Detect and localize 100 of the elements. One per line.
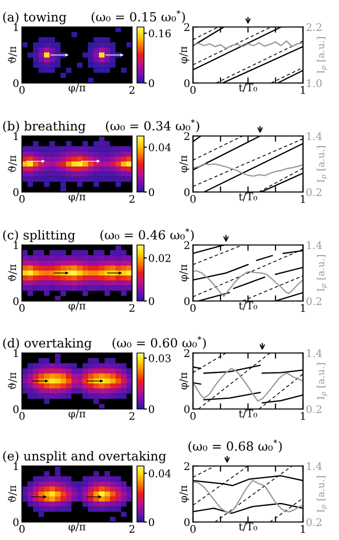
y-tick-label: 0 [13,188,19,196]
x-tick-label: 0 [19,412,25,420]
chart-title: (ω₀ = 0.68 ω₀$^{*}$) [188,439,282,453]
y-axis-title: ϑ/π [8,372,17,390]
x-tick-label: 2 [129,524,134,533]
y2-axis-title: I$_{p}$ [a.u.] [316,37,328,74]
x-tick-label: 0 [190,304,196,312]
line-series [193,368,303,402]
y2-tick-label: 1.4 [307,132,322,140]
color-bar-label: 0.03 [148,354,171,362]
y-axis-title: φ/π [179,264,190,282]
chart-title: (ω₀ = 0.15 ω₀$^{*}$) [92,10,185,24]
y-tick-label: 2 [184,462,190,470]
y-tick-label: 0 [13,297,19,306]
x-tick-label: 2 [129,194,134,203]
y-axis-title: φ/π [179,46,190,64]
line-series [193,163,303,177]
x-tick-label: 2 [129,412,134,420]
x-tick-label: 1 [300,412,305,420]
chart-title: (ω₀ = 0.46 ω₀$^{*}$) [100,228,194,242]
x-axis-title: t/T₀ [238,192,258,202]
y-axis-title: ϑ/π [8,46,17,64]
y2-tick-label: 2.2 [306,23,322,32]
x-axis-title: φ/π [68,302,86,312]
y2-axis-title: I$_{p}$ [a.u.] [316,146,328,182]
y-tick-label: 1 [14,132,18,140]
y2-tick-label: 0.2 [306,518,322,526]
y2-axis-title: I$_{p}$ [a.u.] [316,363,328,400]
y2-tick-label: 1.4 [307,349,322,358]
x-tick-label: 0 [19,304,25,312]
y-tick-label: 1 [14,241,18,249]
y2-tick-label: 1.4 [307,462,322,470]
x-tick-label: 2 [129,304,134,312]
y2-tick-label: 1.0 [307,79,322,88]
x-tick-label: 2 [129,86,134,94]
y-axis-title: φ/π [179,156,190,172]
x-tick-label: 1 [300,86,305,94]
y-tick-label: 0 [184,518,190,526]
x-tick-label: 0 [190,194,196,203]
line-series [193,40,303,50]
color-bar-label: 0 [148,297,154,306]
y-tick-label: 0 [13,405,19,414]
y-tick-label: 1 [14,23,18,31]
color-bar-label: 0 [148,405,154,414]
y-axis-title: φ/π [179,486,190,502]
y-tick-label: 1 [14,349,18,357]
x-axis-title: t/T₀ [238,410,258,418]
y-tick-label: 2 [184,349,190,357]
x-tick-label: 1 [300,524,305,533]
y-tick-label: 2 [184,132,190,140]
y-tick-label: 0 [184,79,190,88]
line-series [193,270,303,297]
y-axis-title: ϑ/π [8,485,17,503]
x-axis-title: φ/π [68,410,86,420]
x-tick-label: 0 [19,86,25,94]
y-axis-title: ϑ/π [8,155,17,173]
y-tick-label: 0 [13,518,19,526]
y2-axis-title: I$_{p}$ [a.u.] [316,255,328,292]
y2-axis-title: I$_{p}$ [a.u.] [316,476,328,512]
x-axis-title: φ/π [68,522,86,532]
x-tick-label: 0 [190,524,196,533]
x-axis-title: φ/π [68,192,86,202]
color-bar-label: 0.04 [148,470,171,478]
y2-tick-label: 0.2 [306,297,322,306]
y-axis-title: φ/π [179,372,190,390]
x-tick-label: 1 [300,194,305,203]
color-bar-label: 0.02 [148,254,170,262]
chart-title: (ω₀ = 0.34 ω₀$^{*}$) [106,119,200,132]
chart-title: (ω₀ = 0.60 ω₀$^{*}$) [112,336,206,350]
y2-tick-label: 0.2 [306,405,322,414]
line-series [193,480,303,514]
y-tick-label: 0 [184,405,190,414]
y-tick-label: 0 [13,79,19,88]
y2-tick-label: 0.2 [306,188,322,196]
chart-title: (c) splitting [3,230,76,242]
chart-title: (b) breathing [3,120,86,134]
chart-title: (a) towing [3,12,66,24]
chart-title: (d) overtaking [3,338,92,350]
color-bar-label: 0.16 [148,29,171,38]
color-bar-label: 0 [148,188,154,196]
color-bar-label: 0.04 [148,143,171,152]
y-tick-label: 0 [184,188,190,196]
x-axis-title: φ/π [68,84,86,94]
x-tick-label: 0 [190,412,196,420]
y-tick-label: 2 [184,241,190,249]
x-tick-label: 0 [190,86,196,94]
x-tick-label: 1 [300,304,305,312]
y-tick-label: 0 [184,297,190,306]
y2-tick-label: 1.4 [307,241,322,250]
y-tick-label: 2 [184,23,190,31]
color-bar-label: 0 [148,79,154,88]
x-axis-title: t/T₀ [238,522,258,532]
color-bar-label: 0 [148,518,154,526]
x-tick-label: 0 [19,524,25,533]
x-tick-label: 0 [19,194,25,203]
x-axis-title: t/T₀ [238,302,258,310]
chart-title: (e) unsplit and overtaking [3,450,166,464]
y-axis-title: ϑ/π [8,264,17,282]
y-tick-label: 1 [14,462,18,470]
x-axis-title: t/T₀ [238,84,258,92]
